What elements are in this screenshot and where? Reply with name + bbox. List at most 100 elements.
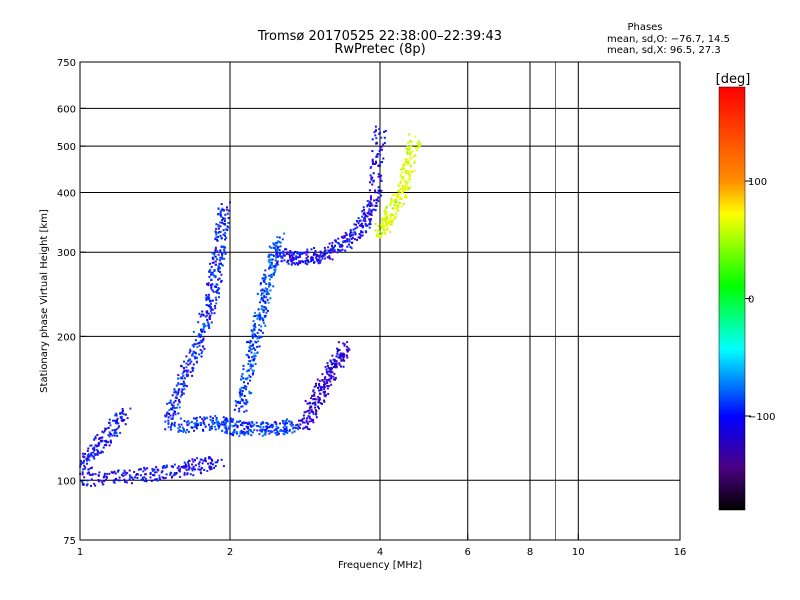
data-point: [397, 190, 400, 193]
data-point: [376, 229, 379, 232]
y-axis-label: Stationary phase Virtual Height [km]: [39, 209, 50, 393]
data-point: [121, 411, 124, 414]
data-point: [309, 257, 312, 260]
data-point: [139, 474, 142, 477]
data-point: [92, 455, 95, 458]
data-point: [370, 202, 373, 205]
data-point: [380, 233, 383, 236]
data-point: [368, 223, 371, 226]
data-point: [369, 198, 372, 201]
data-point: [392, 218, 394, 221]
data-point: [330, 374, 333, 377]
data-point: [274, 266, 277, 268]
data-point: [256, 352, 259, 354]
data-point: [217, 207, 220, 210]
data-point: [257, 425, 260, 428]
data-point: [215, 298, 218, 301]
data-point: [239, 388, 242, 391]
data-point: [91, 473, 94, 476]
data-point: [210, 421, 213, 424]
data-point: [215, 421, 218, 424]
data-point: [213, 285, 216, 288]
data-point: [221, 207, 224, 210]
data-point: [155, 471, 158, 474]
data-point: [105, 441, 108, 444]
data-point: [222, 416, 225, 419]
data-point: [361, 215, 364, 218]
data-point: [220, 237, 223, 240]
data-point: [221, 429, 224, 432]
data-point: [374, 125, 377, 128]
data-point: [227, 226, 230, 229]
data-point: [251, 431, 254, 434]
data-point: [213, 253, 216, 256]
data-point: [186, 429, 188, 431]
data-point: [282, 426, 285, 429]
data-point: [149, 476, 152, 479]
data-point: [365, 224, 368, 227]
data-point: [126, 472, 129, 475]
data-point: [369, 181, 371, 184]
data-point: [83, 467, 86, 470]
data-point: [213, 466, 216, 469]
data-point: [213, 425, 216, 428]
data-point: [413, 169, 416, 172]
data-point: [210, 271, 213, 274]
data-point: [225, 208, 228, 211]
data-point: [223, 257, 226, 260]
data-point: [276, 430, 279, 433]
data-point: [285, 420, 287, 423]
data-point: [259, 301, 261, 304]
data-point: [94, 454, 97, 457]
data-point: [320, 255, 323, 258]
data-point: [238, 420, 240, 423]
data-point: [299, 251, 302, 254]
data-point: [342, 355, 345, 358]
data-point: [220, 279, 223, 282]
data-point: [280, 259, 283, 262]
data-point: [89, 467, 92, 470]
data-point: [215, 223, 218, 226]
data-point: [87, 447, 90, 450]
data-point: [203, 417, 206, 420]
data-point: [291, 257, 294, 260]
data-point: [308, 402, 311, 404]
data-point: [338, 349, 341, 352]
data-point: [262, 277, 265, 279]
data-point: [113, 432, 116, 435]
data-point: [208, 316, 211, 319]
data-point: [130, 482, 133, 485]
data-point: [258, 328, 261, 331]
data-point: [377, 186, 380, 189]
data-point: [164, 428, 167, 431]
data-point: [303, 421, 306, 424]
data-point: [278, 249, 281, 252]
data-point: [317, 395, 320, 398]
data-point: [234, 400, 237, 403]
data-point: [265, 427, 268, 430]
data-point: [113, 479, 116, 482]
data-point: [87, 471, 90, 474]
data-point: [202, 338, 205, 341]
data-point: [321, 255, 324, 258]
data-point: [117, 426, 120, 429]
data-point: [219, 221, 222, 224]
data-point: [195, 360, 198, 363]
data-point: [254, 326, 257, 329]
data-point: [269, 275, 272, 277]
data-point: [335, 366, 338, 369]
data-point: [340, 245, 343, 248]
data-point: [251, 336, 254, 339]
data-point: [226, 212, 229, 215]
data-point: [165, 473, 168, 476]
data-point: [103, 480, 106, 483]
data-point: [265, 308, 268, 310]
data-point: [401, 190, 404, 193]
data-point: [311, 394, 314, 397]
data-point: [92, 451, 95, 454]
data-point: [319, 388, 322, 391]
data-point: [379, 148, 382, 151]
data-point: [282, 421, 285, 424]
data-point: [326, 252, 329, 254]
data-point: [110, 471, 113, 474]
